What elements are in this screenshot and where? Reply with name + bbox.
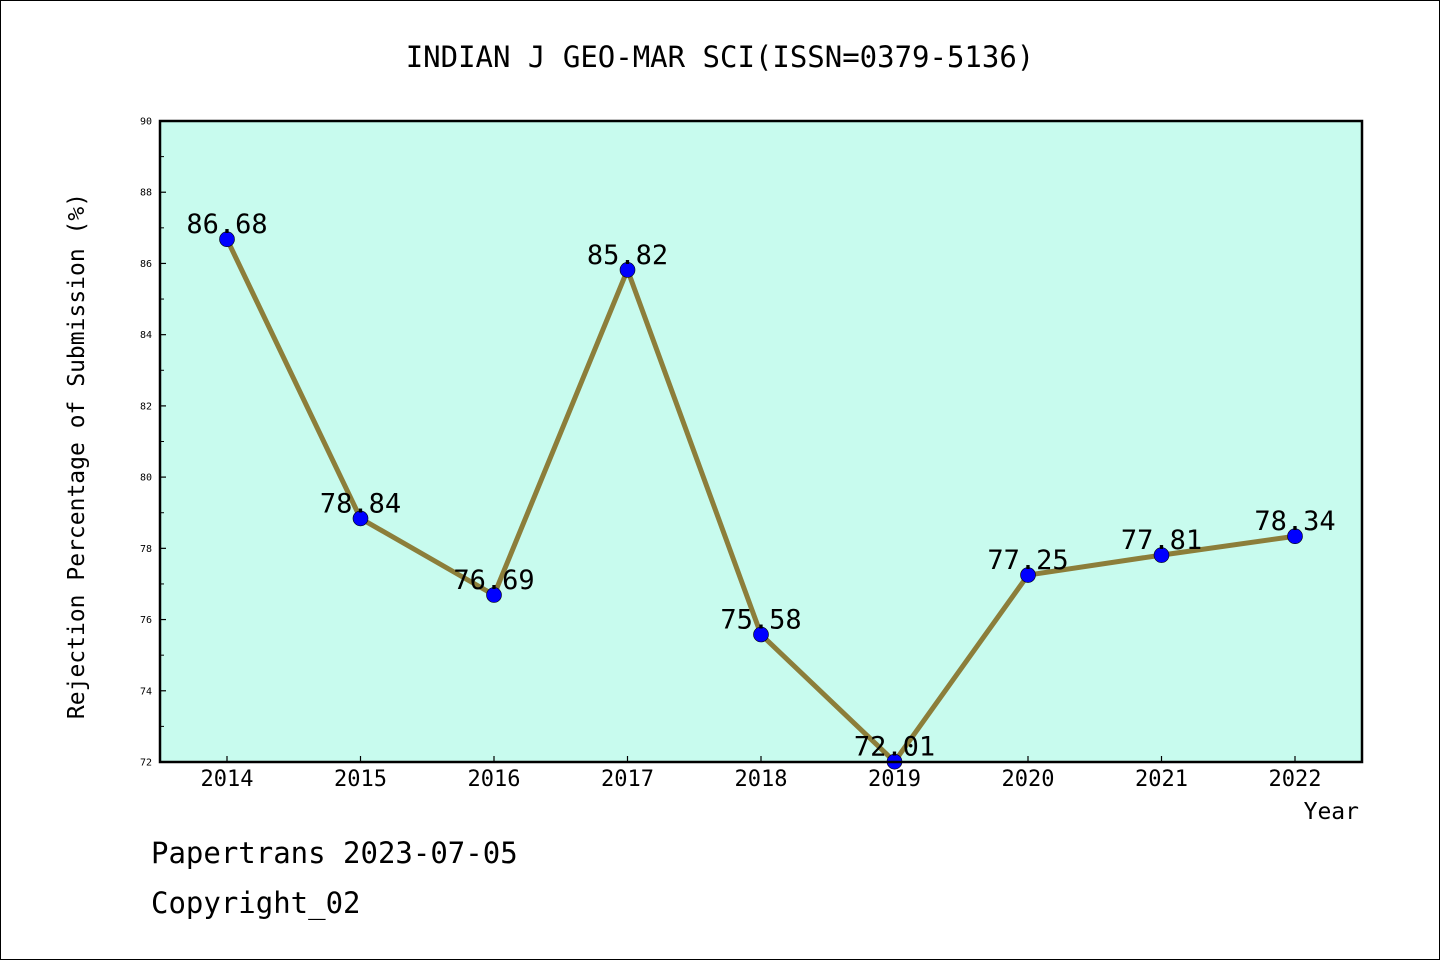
y-tick-label: 88 xyxy=(140,188,152,199)
plot-background xyxy=(160,121,1362,762)
data-point xyxy=(219,231,235,248)
x-tick-label: 2020 xyxy=(1002,767,1055,792)
y-tick-label: 72 xyxy=(140,758,152,769)
x-tick-label: 2017 xyxy=(601,767,654,792)
x-axis-label: Year xyxy=(1304,799,1359,825)
plot-frame xyxy=(158,119,1364,764)
data-label: 75.58 xyxy=(720,605,801,636)
data-point xyxy=(1153,547,1170,563)
data-label: 78.34 xyxy=(1254,506,1335,537)
x-tick-label: 2021 xyxy=(1135,767,1188,792)
y-axis-label: Rejection Percentage of Submission (%) xyxy=(64,193,90,719)
data-point xyxy=(352,510,369,527)
y-tick-label: 80 xyxy=(140,473,152,484)
chart-title: INDIAN J GEO-MAR SCI(ISSN=0379-5136) xyxy=(406,40,1035,74)
x-tick-label: 2022 xyxy=(1269,767,1322,792)
x-tick-label: 2018 xyxy=(735,767,788,792)
data-point xyxy=(753,626,769,643)
data-label: 72.01 xyxy=(854,732,935,763)
y-tick-label: 84 xyxy=(140,330,152,341)
data-label: 86.68 xyxy=(186,209,267,240)
y-tick-label: 78 xyxy=(140,544,152,555)
data-point xyxy=(1020,567,1036,583)
data-label: 77.81 xyxy=(1121,525,1202,556)
footer-date-text: Papertrans 2023-07-05 xyxy=(151,836,518,870)
y-tick-label: 74 xyxy=(140,686,152,697)
data-label: 85.82 xyxy=(587,240,668,271)
y-tick-label: 82 xyxy=(140,401,152,412)
plot-area: 72 74 76 78 80 82 84 86 88 90 2014 2015 2016 2017 2018… xyxy=(140,117,1364,792)
x-tick-label: 2016 xyxy=(468,767,521,792)
x-tick-label: 2019 xyxy=(868,767,921,792)
data-point xyxy=(486,587,502,603)
data-label: 76.69 xyxy=(453,565,534,596)
data-point xyxy=(1287,528,1303,545)
y-tick-label: 86 xyxy=(140,259,152,270)
data-label: 78.84 xyxy=(320,488,401,519)
x-tick-label: 2014 xyxy=(201,767,254,792)
y-tick-label: 90 xyxy=(140,117,152,128)
x-tick-label: 2015 xyxy=(334,767,387,792)
data-point xyxy=(619,262,636,278)
footer-copyright-text: Copyright_02 xyxy=(151,886,361,920)
y-tick-label: 76 xyxy=(140,615,152,626)
data-label: 77.25 xyxy=(987,545,1068,576)
